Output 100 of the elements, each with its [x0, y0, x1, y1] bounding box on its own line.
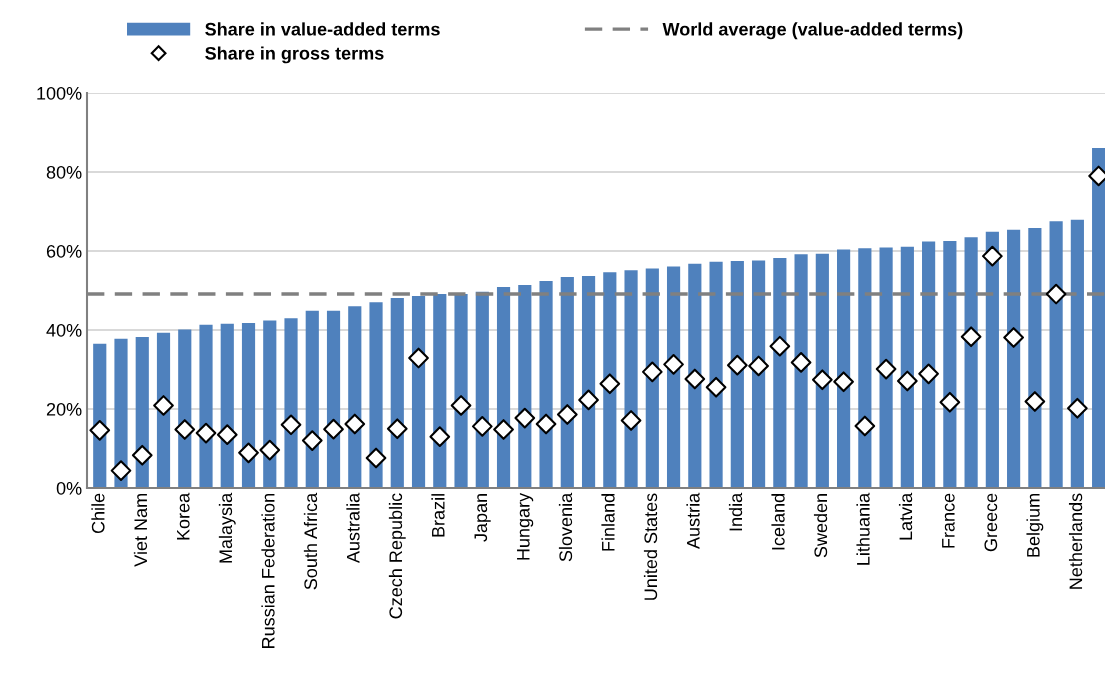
bar	[390, 298, 404, 488]
point	[259, 439, 281, 461]
bar	[496, 286, 511, 488]
bar	[581, 275, 596, 488]
y-tick-label: 80%	[46, 165, 82, 179]
point	[556, 404, 578, 425]
point	[684, 368, 706, 390]
bar	[943, 241, 957, 488]
point	[153, 395, 174, 416]
bar	[284, 318, 298, 488]
legend-label: World average (value-added terms)	[662, 22, 963, 40]
point	[875, 358, 897, 380]
x-tick-label: Slovenia	[558, 492, 573, 562]
point	[344, 413, 366, 435]
bar	[1049, 221, 1063, 488]
y-tick-label: 20%	[46, 402, 82, 416]
x-tick-label: Australia	[346, 492, 360, 564]
point	[471, 416, 493, 437]
point	[1045, 283, 1067, 305]
bar	[411, 296, 426, 488]
bar	[305, 310, 319, 488]
bar	[454, 294, 468, 488]
bar	[369, 302, 383, 488]
point	[323, 418, 344, 440]
bar	[751, 260, 766, 488]
y-tick-label: 60%	[46, 244, 82, 258]
point	[811, 369, 833, 391]
point	[535, 413, 557, 435]
bar	[348, 306, 362, 488]
bar	[985, 231, 999, 488]
point	[386, 418, 408, 440]
point	[1067, 397, 1088, 419]
x-tick-label: Chile	[91, 493, 105, 534]
point	[493, 419, 514, 440]
x-tick-label: Korea	[177, 492, 190, 540]
point	[641, 361, 663, 383]
x-tick-label: South Africa	[303, 492, 318, 590]
x-tick-label: France	[942, 493, 955, 548]
point	[514, 407, 536, 429]
bar	[964, 237, 978, 488]
bar	[858, 248, 872, 488]
bar	[1092, 147, 1105, 488]
point	[1003, 327, 1024, 348]
x-tick-label: Czech Republic	[388, 493, 406, 619]
point	[131, 444, 153, 466]
x-tick-label: Russian Federation	[261, 494, 275, 648]
point	[110, 460, 132, 481]
legend-label: Share in gross terms	[205, 46, 384, 64]
x-tick-label: Japan	[474, 494, 491, 542]
bar	[879, 247, 893, 488]
y-tick-label: 100%	[37, 86, 82, 100]
x-tick-label: Brazil	[431, 494, 445, 537]
point	[939, 391, 961, 413]
bar	[773, 258, 787, 488]
bar	[837, 249, 851, 488]
x-tick-label: Malaysia	[218, 492, 236, 563]
legend-label: Share in value-added terms	[205, 22, 440, 36]
x-tick-label: Sweden	[813, 494, 828, 558]
x-tick-label: India	[728, 492, 743, 531]
x-tick-label: Finland	[601, 494, 615, 551]
bar	[815, 253, 829, 488]
point	[769, 335, 791, 357]
x-tick-label: Lithuania	[856, 492, 870, 565]
bar	[1007, 229, 1021, 488]
x-tick-label: Austria	[686, 492, 700, 550]
x-tick-label: Viet Nam	[133, 494, 148, 567]
point	[705, 376, 727, 398]
point	[429, 426, 451, 448]
point	[89, 419, 111, 441]
point	[280, 414, 302, 436]
point	[365, 447, 387, 469]
point	[174, 419, 196, 440]
bar	[433, 294, 447, 488]
bar	[645, 268, 659, 488]
point	[663, 354, 684, 375]
point	[620, 410, 642, 431]
point	[726, 354, 748, 376]
point	[982, 245, 1003, 267]
y-tick-label: 0%	[56, 481, 82, 495]
point	[216, 424, 238, 446]
bar	[624, 270, 638, 488]
point	[790, 352, 812, 373]
point	[854, 415, 876, 437]
point	[238, 442, 259, 464]
bar	[922, 241, 936, 488]
bar	[900, 246, 914, 488]
point	[918, 363, 939, 385]
bar	[603, 272, 617, 488]
bar	[709, 261, 723, 488]
point	[408, 347, 429, 369]
x-tick-label: Latvia	[898, 492, 913, 540]
x-tick-label: Hungary	[517, 492, 534, 560]
point	[896, 370, 918, 392]
point	[1024, 391, 1046, 412]
y-tick-label: 40%	[46, 323, 82, 337]
point	[960, 326, 982, 348]
x-tick-label: Belgium	[1026, 494, 1044, 557]
x-tick-label: United States	[643, 493, 658, 600]
x-tick-label: Iceland	[771, 494, 785, 550]
point	[833, 371, 854, 393]
